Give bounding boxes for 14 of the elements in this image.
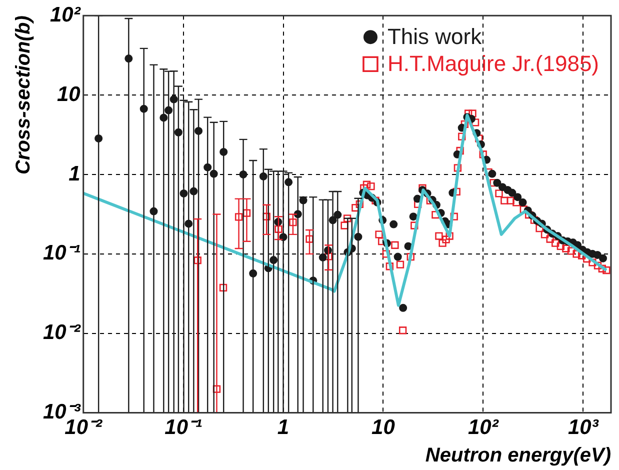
x-axis-title: Neutron energy(eV) [425,444,612,467]
y-tick-label: 10 [56,82,81,106]
y-tick-label: 1 [68,162,80,186]
legend-label: This work [387,24,483,50]
y-tick-label: 10² [50,3,82,26]
y-axis-title: Cross-section(b) [12,15,35,175]
x-tick-label: 10⁻¹ [164,416,202,440]
legend-label: H.T.Maguire Jr.(1985) [387,51,600,76]
x-tick-label: 10² [468,416,500,440]
x-tick-label: 10³ [568,416,600,440]
x-tick-label: 10 [372,416,396,440]
x-tick-label: 1 [277,416,290,440]
y-tick-label: 10⁻² [42,321,82,344]
y-tick-label: 10⁻¹ [42,242,80,265]
